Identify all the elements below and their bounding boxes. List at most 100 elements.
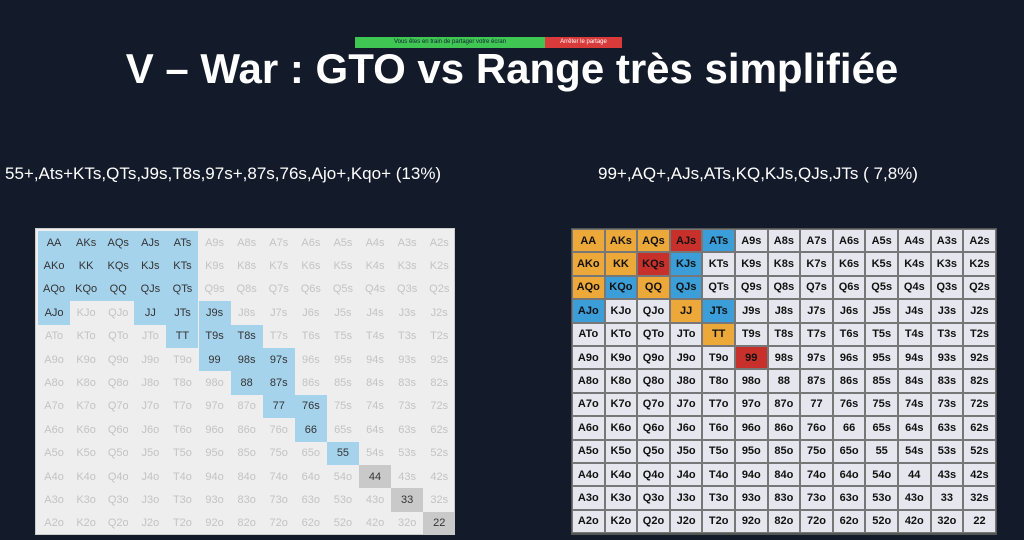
hand-cell: 73o <box>800 486 833 510</box>
hand-cell: A2s <box>429 236 449 249</box>
hand-cell: T4o <box>702 463 735 487</box>
hand-cell: 88 <box>767 369 801 393</box>
stop-share-button[interactable]: Arrêter le partage <box>545 37 622 48</box>
hand-cell: J8o <box>669 369 703 393</box>
hand-cell: 76o <box>800 416 833 440</box>
hand-cell: KTs <box>702 252 735 276</box>
hand-cell: T4s <box>898 322 931 346</box>
hand-cell: T3o <box>702 486 735 510</box>
hand-cell: T4s <box>365 330 385 343</box>
hand-cell: J2s <box>430 306 448 319</box>
hand-cell: 62o <box>832 509 866 534</box>
hand-cell: T5o <box>172 447 192 460</box>
hand-cell: A7s <box>800 229 833 253</box>
hand-cell: A4o <box>44 470 64 483</box>
hand-cell: A9o <box>44 353 64 366</box>
hand-cell: J7s <box>270 306 288 319</box>
hand-cell: 94s <box>366 353 384 366</box>
hand-cell: K7s <box>800 252 833 276</box>
hand-cell: 64o <box>832 463 866 487</box>
hand-cell: A9s <box>205 236 225 249</box>
hand-cell: T8o <box>172 377 192 390</box>
hand-cell: J8o <box>141 377 160 390</box>
hand-cell: 97s <box>262 348 295 372</box>
hand-cell: K6s <box>832 252 866 276</box>
hand-cell: J7o <box>141 400 160 413</box>
hand-cell: TT <box>702 322 735 346</box>
hand-cell: 74o <box>800 463 833 487</box>
hand-cell: 98o <box>205 377 224 390</box>
hand-cell: KJs <box>134 254 167 278</box>
hand-cell: QTs <box>702 275 735 300</box>
hand-cell: QQ <box>637 275 670 300</box>
hand-cell: 63o <box>832 486 866 510</box>
hand-cell: J8s <box>767 299 801 323</box>
hand-cell: Q6s <box>300 283 321 296</box>
hand-cell: K6s <box>301 260 321 273</box>
hand-cell: AJo <box>38 301 71 325</box>
right-range-grid: AA AKs AQs AJs ATs A9s A8s A7s A6s A5s A4s A3s A2s AK… <box>571 228 997 535</box>
hand-cell: 63s <box>930 416 964 440</box>
hand-cell: A4o <box>572 463 605 487</box>
hand-cell: 93s <box>398 353 417 366</box>
hand-cell: QJs <box>134 277 167 302</box>
hand-cell: Q9s <box>204 283 225 296</box>
hand-cell: 98s <box>767 346 801 370</box>
hand-cell: 75o <box>800 439 833 463</box>
hand-cell: KTo <box>76 330 96 343</box>
hand-cell: J4o <box>141 470 160 483</box>
hand-cell: T9o <box>172 353 192 366</box>
hand-cell: A9s <box>735 229 768 253</box>
hand-cell: 77 <box>800 392 833 417</box>
hand-cell: AQo <box>572 275 605 300</box>
hand-cell: Q5s <box>865 275 898 300</box>
hand-cell: J2o <box>669 509 703 534</box>
hand-cell: JTo <box>141 330 159 343</box>
hand-cell: K5s <box>333 260 353 273</box>
hand-cell: 92s <box>430 353 449 366</box>
hand-cell: A4s <box>898 229 931 253</box>
hand-cell: 64o <box>301 470 321 483</box>
hand-cell: 55 <box>326 441 359 465</box>
hand-cell: Q7s <box>800 275 833 300</box>
hand-cell: Q9o <box>637 346 670 370</box>
hand-cell: 86s <box>301 377 320 390</box>
hand-cell: AJs <box>669 229 703 253</box>
hand-cell: 96s <box>832 346 866 370</box>
hand-cell: 93o <box>735 486 768 510</box>
hand-cell: 43o <box>898 486 931 510</box>
left-range-grid: AA AKs AQs AJs ATs A9s A8s A7s A6s A5s A4s A3s A2s AK… <box>35 228 456 536</box>
hand-cell: K2s <box>429 260 449 273</box>
hand-cell: 99 <box>198 348 231 372</box>
hand-cell: JTo <box>669 322 703 346</box>
hand-cell: 73s <box>930 392 964 417</box>
hand-cell: J6s <box>832 299 866 323</box>
hand-cell: Q4s <box>364 283 386 296</box>
hand-cell: 65o <box>301 447 321 460</box>
hand-cell: Q7o <box>107 400 129 413</box>
hand-cell: A8s <box>237 236 257 249</box>
hand-cell: 87s <box>262 371 295 395</box>
hand-cell: A8o <box>572 369 605 393</box>
hand-cell: 53s <box>398 447 417 460</box>
hand-cell: J9s <box>198 301 231 325</box>
hand-cell: 83s <box>930 369 964 393</box>
hand-cell: K4s <box>365 260 385 273</box>
hand-cell: J5s <box>334 306 352 319</box>
hand-cell: T4o <box>172 470 192 483</box>
hand-cell: A5o <box>44 447 64 460</box>
hand-cell: K9o <box>604 346 638 370</box>
hand-cell: Q6o <box>107 423 129 436</box>
hand-cell: T5o <box>702 439 735 463</box>
hand-cell: KTs <box>166 254 199 278</box>
hand-cell: A3s <box>397 236 417 249</box>
hand-cell: AA <box>38 231 71 255</box>
hand-cell: A8o <box>44 377 64 390</box>
hand-cell: QJs <box>669 275 703 300</box>
hand-cell: 42o <box>365 517 385 530</box>
hand-cell: T6s <box>301 330 321 343</box>
hand-cell: 87o <box>767 392 801 417</box>
hand-cell: 87s <box>800 369 833 393</box>
hand-cell: 65o <box>832 439 866 463</box>
hand-cell: 85s <box>334 377 352 390</box>
